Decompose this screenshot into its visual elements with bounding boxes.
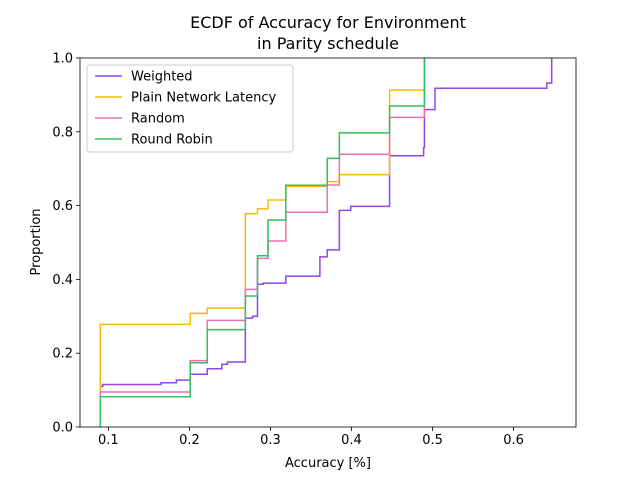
y-axis-label: Proportion: [29, 208, 44, 275]
legend: Weighted Plain Network Latency Random Round…: [86, 64, 294, 153]
y-tick-label: 0.0: [52, 421, 73, 436]
x-tick-label: 0.5: [422, 433, 443, 448]
x-tick-label: 0.3: [260, 433, 281, 448]
x-tick-label: 0.6: [503, 433, 524, 448]
x-tick-label: 0.2: [179, 433, 200, 448]
series-line-weighted: [99, 58, 553, 427]
legend-box: [86, 64, 294, 153]
legend-label-round-robin: Round Robin: [131, 133, 213, 148]
x-tick-label: 0.1: [98, 433, 119, 448]
plot-frame: [79, 57, 577, 428]
legend-label-weighted: Weighted: [131, 70, 193, 85]
y-tick-label: 1.0: [52, 52, 73, 67]
legend-label-plain-network-latency: Plain Network Latency: [131, 91, 277, 106]
legend-entries: Weighted Plain Network Latency Random Round…: [95, 70, 277, 148]
x-axis-label: Accuracy [%]: [285, 456, 371, 471]
chart-title-line-1: ECDF of Accuracy for Environment: [190, 13, 466, 32]
series-line-round-robin: [99, 58, 426, 427]
y-tick-label: 0.6: [52, 199, 73, 214]
y-axis-ticks: 0.0 0.2 0.4 0.6 0.8 1.0: [52, 52, 80, 436]
legend-label-random: Random: [131, 112, 185, 127]
series-layer: [99, 58, 553, 427]
axes-layer: [79, 57, 577, 428]
x-tick-label: 0.4: [341, 433, 362, 448]
y-tick-label: 0.8: [52, 125, 73, 140]
y-tick-label: 0.4: [52, 273, 73, 288]
x-axis-ticks: 0.1 0.2 0.3 0.4 0.5 0.6: [98, 427, 524, 448]
y-tick-label: 0.2: [52, 347, 73, 362]
chart-title-line-2: in Parity schedule: [257, 34, 399, 53]
series-line-plain-network-latency: [99, 58, 426, 427]
